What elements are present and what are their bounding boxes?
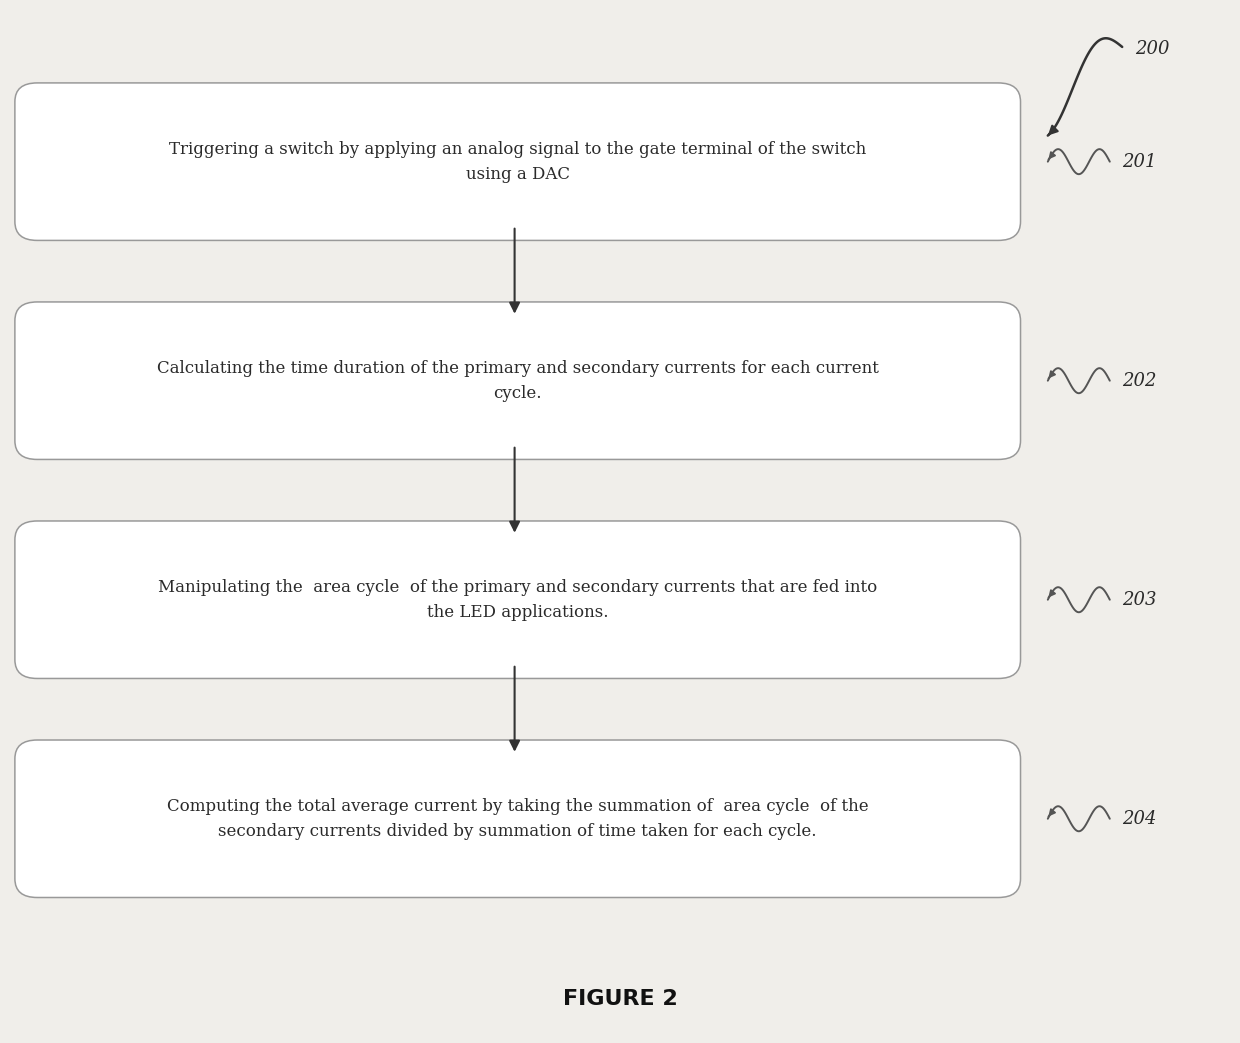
Text: 203: 203 [1122, 590, 1157, 609]
Text: 202: 202 [1122, 371, 1157, 390]
FancyBboxPatch shape [15, 741, 1021, 897]
Text: Manipulating the  area cycle  of the primary and secondary currents that are fed: Manipulating the area cycle of the prima… [157, 579, 878, 621]
Text: 201: 201 [1122, 152, 1157, 171]
FancyBboxPatch shape [15, 302, 1021, 459]
FancyBboxPatch shape [15, 522, 1021, 679]
Text: FIGURE 2: FIGURE 2 [563, 989, 677, 1010]
Text: Computing the total average current by taking the summation of  area cycle  of t: Computing the total average current by t… [167, 798, 868, 840]
Text: Calculating the time duration of the primary and secondary currents for each cur: Calculating the time duration of the pri… [156, 360, 879, 402]
Text: 200: 200 [1135, 40, 1169, 58]
Text: Triggering a switch by applying an analog signal to the gate terminal of the swi: Triggering a switch by applying an analo… [169, 141, 867, 183]
Text: 204: 204 [1122, 809, 1157, 828]
FancyBboxPatch shape [15, 83, 1021, 241]
